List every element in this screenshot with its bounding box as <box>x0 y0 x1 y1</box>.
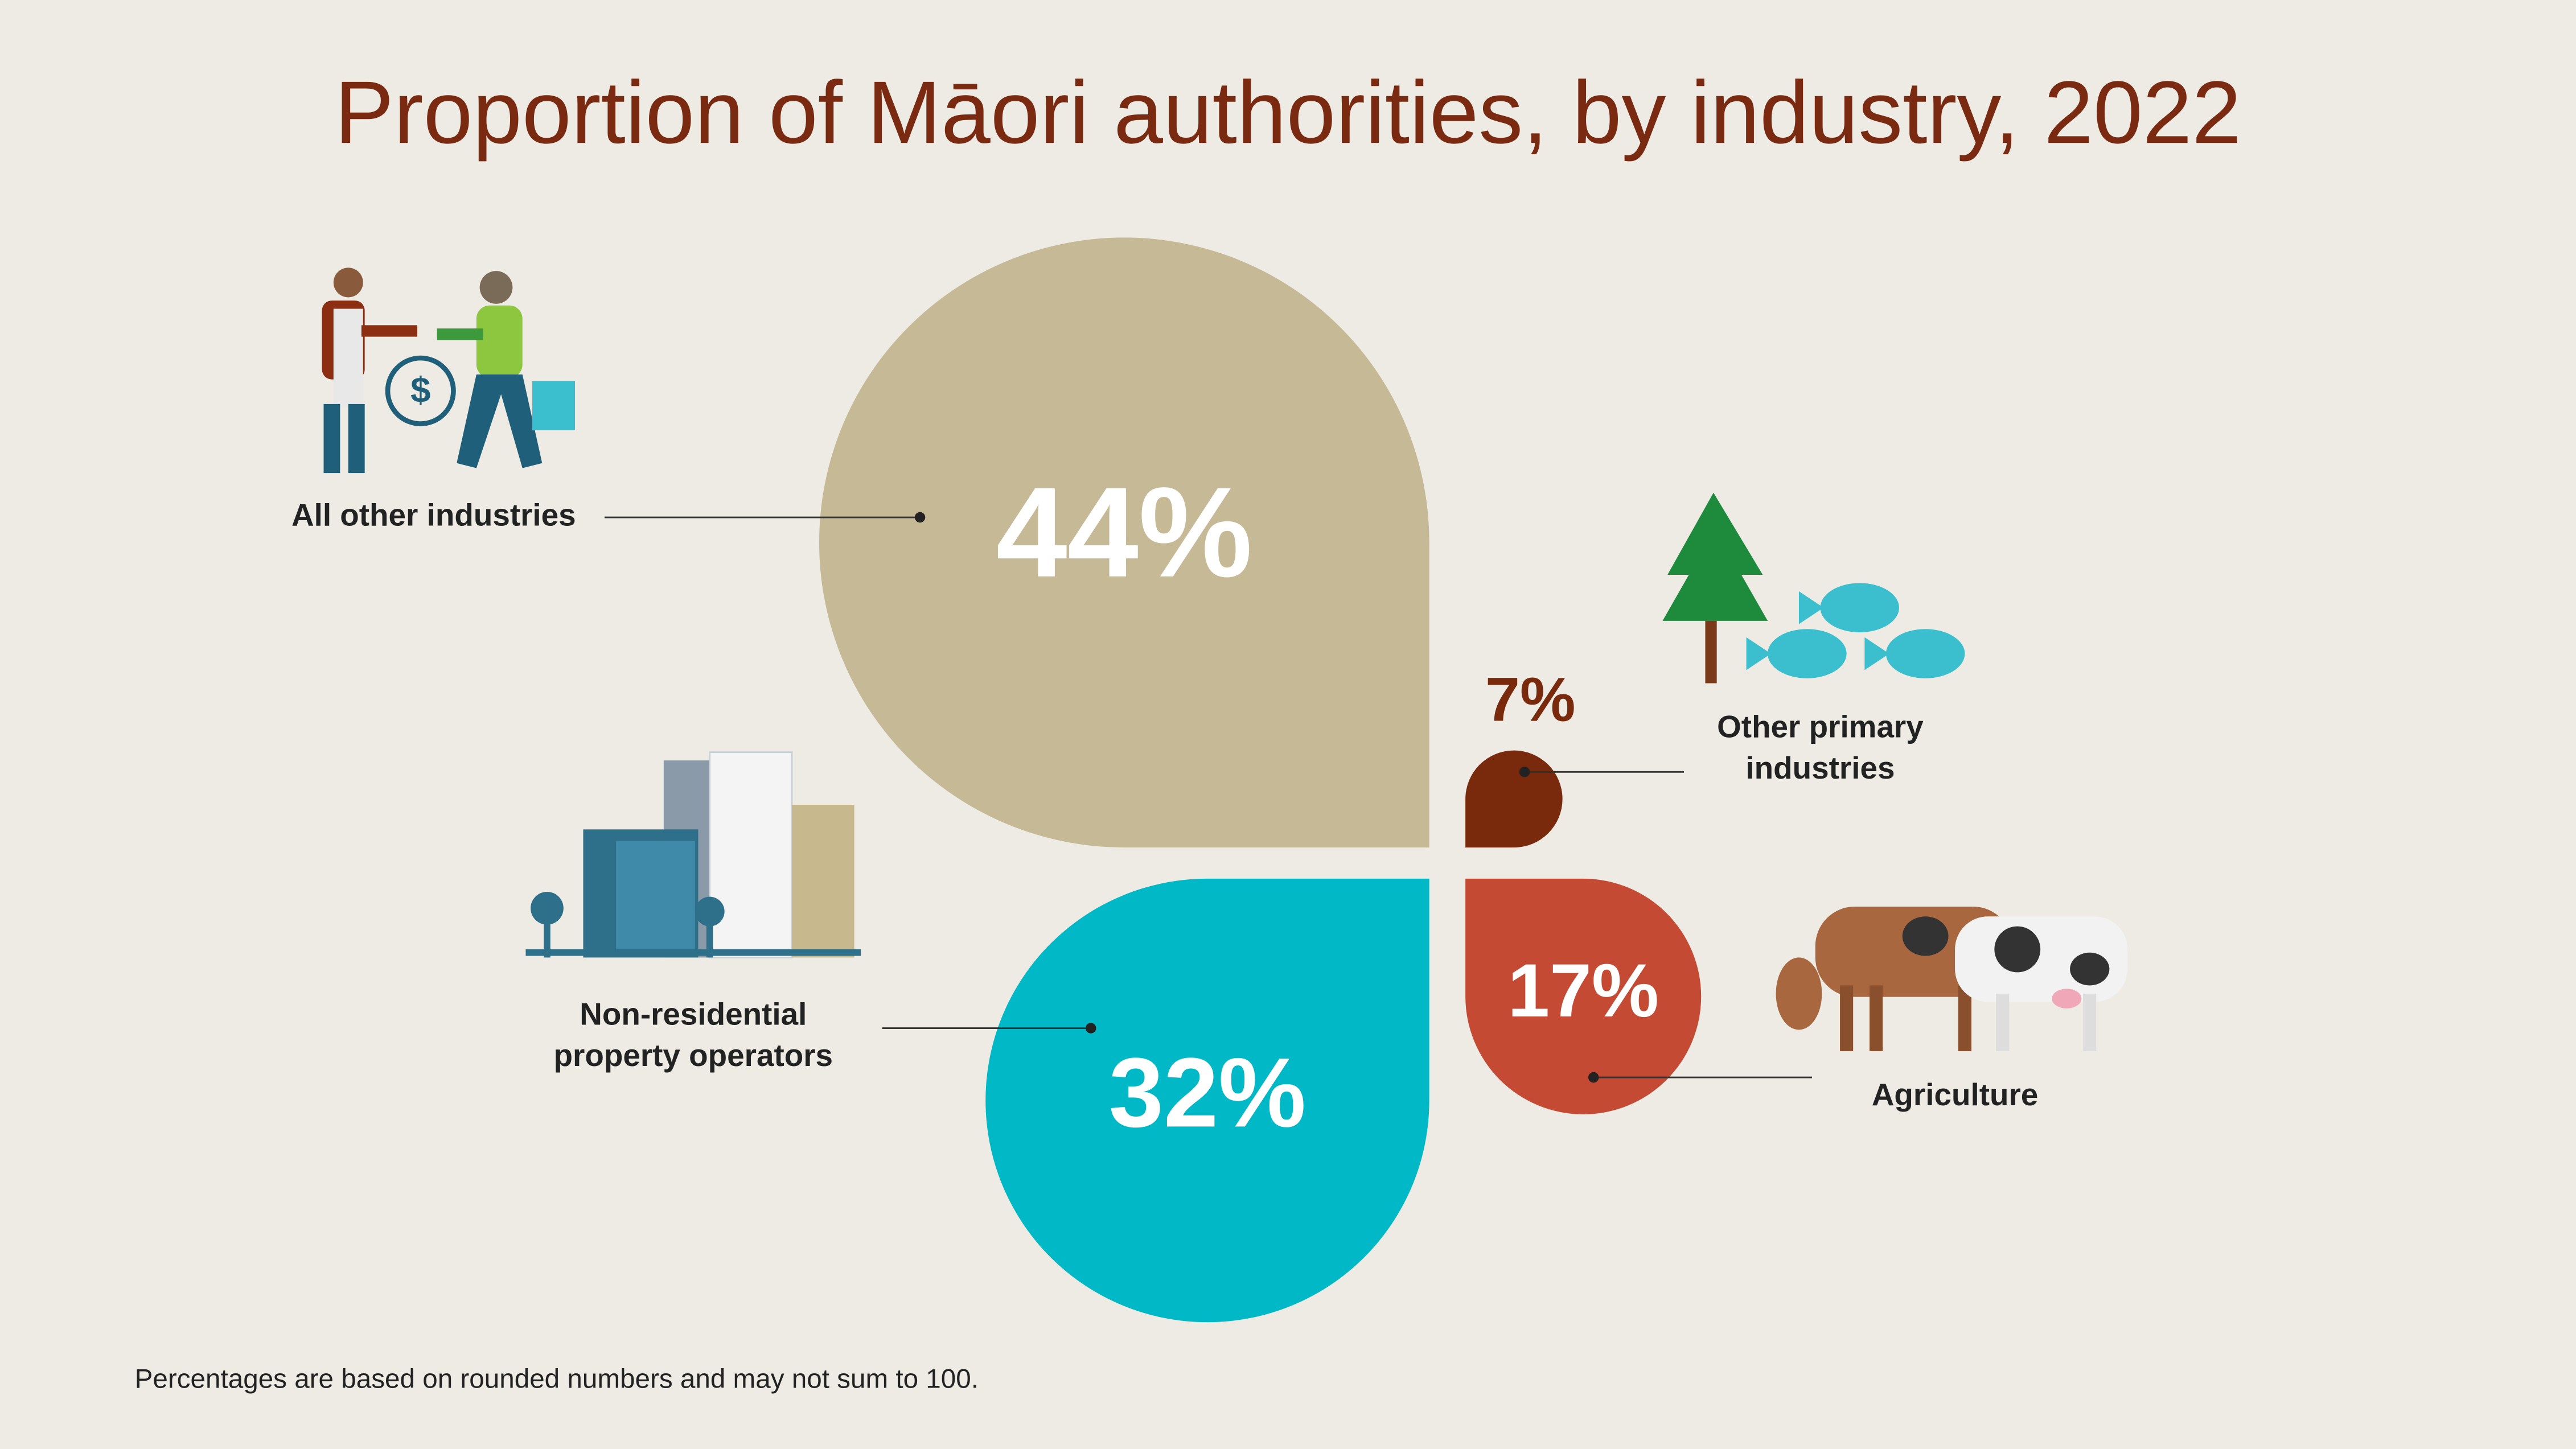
value-label: 44% <box>996 460 1253 604</box>
footnote: Percentages are based on rounded numbers… <box>134 1365 979 1395</box>
leader-dot <box>1588 1072 1599 1083</box>
category-label: Other primary industries <box>1717 711 1924 787</box>
leader-dot <box>1085 1023 1096 1034</box>
value-label: 17% <box>1507 949 1659 1033</box>
primary-icon <box>1662 492 1965 684</box>
petal <box>1465 878 1702 1114</box>
petal <box>819 237 1429 848</box>
category-label: Non-residential property operators <box>553 998 833 1075</box>
trade-icon: $ <box>322 267 576 474</box>
petal <box>985 878 1429 1323</box>
cows-icon <box>1776 906 2128 1051</box>
category-label: Agriculture <box>1871 1078 2039 1114</box>
value-label: 32% <box>1109 1037 1307 1147</box>
petal <box>1465 750 1563 848</box>
value-label: 7% <box>1485 665 1576 735</box>
leader-dot <box>914 512 926 523</box>
chart-title: Proportion of Māori authorities, by indu… <box>334 64 2242 163</box>
svg-text:$: $ <box>410 371 430 410</box>
category-label: All other industries <box>291 499 576 534</box>
buildings-icon <box>525 751 861 958</box>
leader-dot <box>1519 767 1530 777</box>
